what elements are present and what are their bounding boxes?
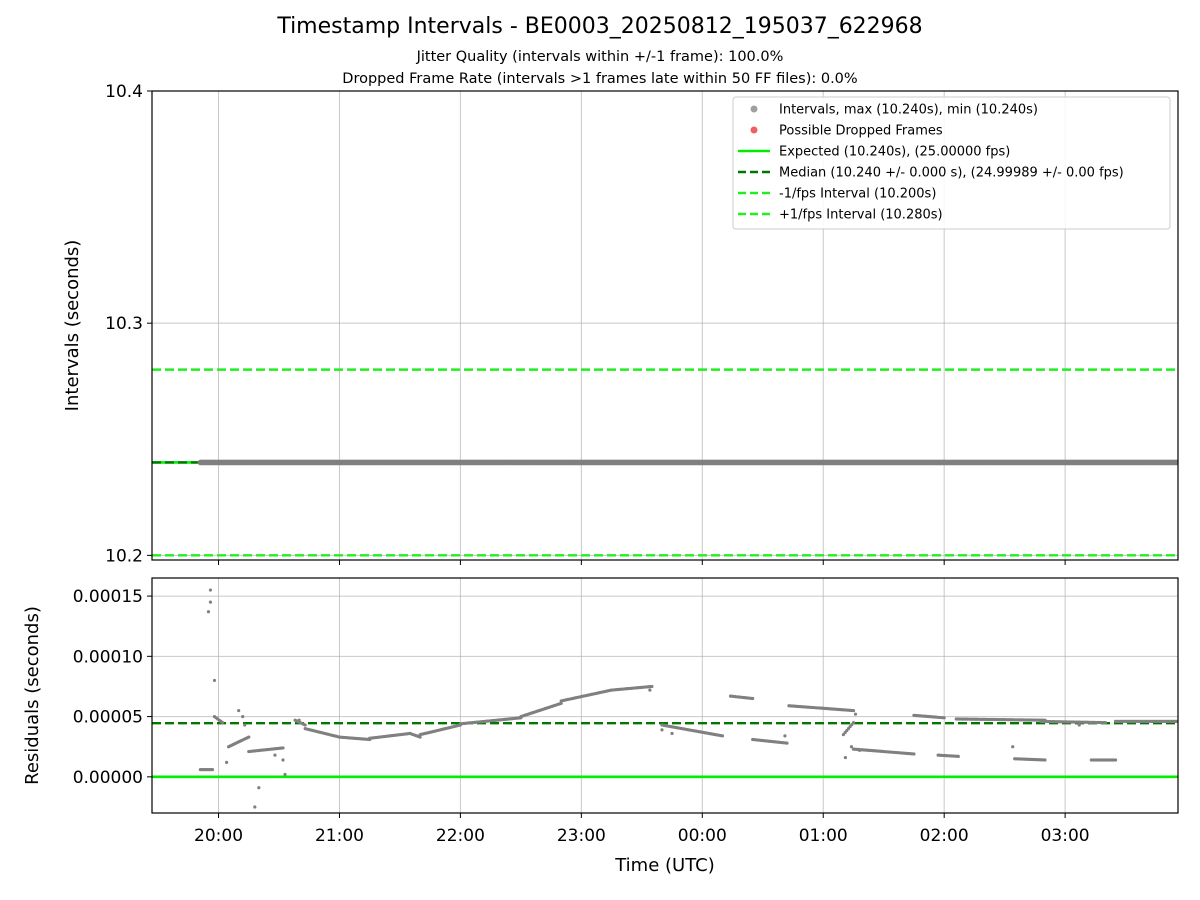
residual-point xyxy=(851,708,856,713)
residual-point xyxy=(785,741,789,745)
residual-point xyxy=(206,610,211,614)
legend-entry-label: +1/fps Interval (10.280s) xyxy=(779,208,943,223)
x-tick-label: 22:00 xyxy=(436,826,485,846)
residual-point xyxy=(208,600,213,604)
y-tick-label: 10.4 xyxy=(105,82,143,102)
residual-point xyxy=(224,760,229,764)
x-tick-label: 02:00 xyxy=(920,826,969,846)
legend-entry-label: -1/fps Interval (10.200s) xyxy=(779,187,936,202)
x-axis-label: Time (UTC) xyxy=(614,855,715,876)
residual-point xyxy=(212,678,217,683)
chart-title: Timestamp Intervals - BE0003_20250812_19… xyxy=(277,14,923,39)
y-tick-label: 10.2 xyxy=(105,546,143,566)
legend-box xyxy=(732,96,1171,230)
intervals-plot-area xyxy=(152,368,1178,557)
residual-point xyxy=(1103,721,1108,725)
residual-point xyxy=(849,745,854,749)
residual-point xyxy=(648,688,652,692)
residual-point xyxy=(281,758,285,762)
y-tick-label: 0.00005 xyxy=(73,708,143,728)
residual-point xyxy=(670,731,674,736)
legend-marker-dot xyxy=(750,126,758,134)
residual-point xyxy=(281,746,285,750)
residual-point xyxy=(843,755,848,760)
x-tick-label: 00:00 xyxy=(678,826,727,846)
residual-point xyxy=(857,748,862,752)
residual-point xyxy=(720,734,725,738)
residual-point xyxy=(237,708,241,713)
legend: Intervals, max (10.240s), min (10.240s) P… xyxy=(732,96,1171,230)
residual-point xyxy=(253,805,257,809)
residual-point xyxy=(942,716,946,720)
residual-point xyxy=(418,735,422,739)
residuals-y-axis-label: Residuals (seconds) xyxy=(22,606,43,785)
residual-point xyxy=(1077,723,1081,727)
legend-entry-label: Expected (10.240s), (25.00000 fps) xyxy=(779,145,1010,160)
x-tick-label: 20:00 xyxy=(194,826,243,846)
interval-point xyxy=(1175,459,1178,466)
residual-point xyxy=(1011,745,1015,749)
y-tick-label: 0.00000 xyxy=(73,768,143,788)
residual-point xyxy=(243,723,247,727)
x-tick-label: 21:00 xyxy=(315,826,364,846)
residual-point xyxy=(257,786,261,790)
axes-frame xyxy=(151,90,1179,561)
y-tick-label: 0.00010 xyxy=(73,647,143,667)
residual-point xyxy=(912,752,916,756)
residual-point xyxy=(303,723,307,727)
residual-point xyxy=(273,753,277,757)
legend-entry-label: Median (10.240 +/- 0.000 s), (24.99989 +… xyxy=(779,166,1124,181)
residual-point xyxy=(208,588,213,592)
residual-point xyxy=(283,772,287,777)
residual-point xyxy=(297,718,301,722)
legend-entry-label: Intervals, max (10.240s), min (10.240s) xyxy=(779,103,1038,118)
residual-point xyxy=(751,696,755,701)
residual-point xyxy=(247,735,251,739)
residual-point xyxy=(210,768,215,772)
jitter-quality-subtitle: Jitter Quality (intervals within +/-1 fr… xyxy=(416,49,784,65)
residual-point xyxy=(1043,758,1047,762)
x-tick-label: 01:00 xyxy=(799,826,848,846)
residual-point xyxy=(956,754,960,758)
axes-frame xyxy=(151,577,1179,814)
residual-point xyxy=(851,721,856,725)
legend-marker-dot xyxy=(750,105,758,113)
y-tick-label: 10.3 xyxy=(105,314,143,334)
residual-point xyxy=(650,684,654,689)
residuals-plot-area xyxy=(152,588,1178,809)
dropped-frame-rate-subtitle: Dropped Frame Rate (intervals >1 frames … xyxy=(342,71,858,87)
residual-point xyxy=(853,712,858,716)
residual-point xyxy=(220,721,225,725)
residual-point xyxy=(241,714,245,719)
x-tick-label: 23:00 xyxy=(557,826,606,846)
residual-point xyxy=(660,728,664,732)
legend-entry-label: Possible Dropped Frames xyxy=(779,124,943,139)
intervals-y-axis-label: Intervals (seconds) xyxy=(62,240,83,412)
residual-point xyxy=(783,734,787,738)
y-tick-label: 0.00015 xyxy=(73,587,143,607)
residual-point xyxy=(559,701,563,705)
x-tick-label: 03:00 xyxy=(1041,826,1090,846)
residual-point xyxy=(1113,758,1118,762)
